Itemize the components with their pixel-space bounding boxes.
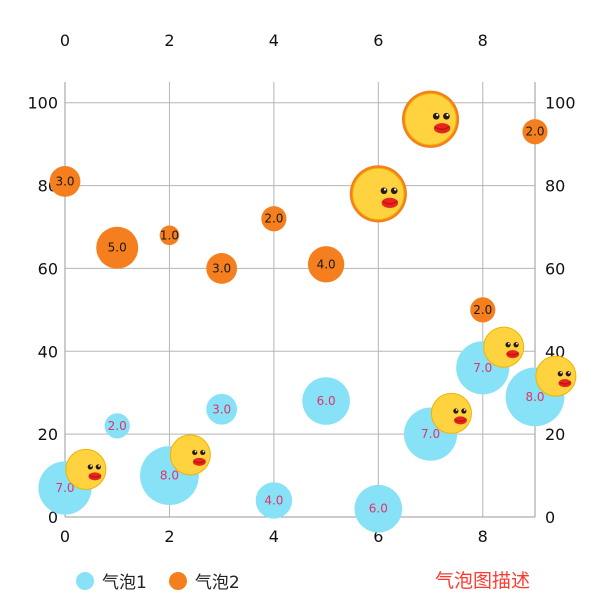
series-1-bubble-6 [354,484,403,533]
series-2-data-label: 2.0 [525,125,544,139]
legend-item-series-2[interactable]: 气泡2 [168,568,240,593]
series-2-bubble-1 [96,226,139,269]
series-1-bubble-3 [206,393,238,425]
series-1-data-label: 2.0 [108,419,127,433]
series-2-data-label: 3.0 [212,261,231,275]
series-2-data-label: 3.0 [55,174,74,188]
y-tick-label-left: 100 [27,94,58,113]
series-2-data-label: 2.0 [264,212,283,226]
x-tick-label-bottom: 2 [164,527,174,546]
x-tick-label-top: 2 [164,31,174,50]
x-tick-label-bottom: 0 [60,527,70,546]
series-2-data-label: 5.0 [108,241,127,255]
series-1-data-label: 8.0 [525,390,544,404]
series-2-bubble-0 [49,166,81,197]
x-tick-label-top: 8 [478,31,488,50]
series-1-data-label: 6.0 [369,502,388,516]
x-tick-label-top: 4 [269,31,279,50]
legend-label-series-2: 气泡2 [194,573,240,593]
series-1-data-label: 8.0 [160,469,179,483]
x-tick-label-top: 0 [60,31,70,50]
legend-item-series-1[interactable]: 气泡1 [76,568,147,593]
x-tick-label-bottom: 8 [478,527,488,546]
duck-face-icon [483,326,525,368]
series-2-data-label: 4.0 [317,257,336,271]
y-tick-label-right: 60 [545,259,565,278]
y-tick-label-left: 60 [38,259,58,278]
duck-face-icon [352,167,405,220]
series-2-bubble-3 [206,253,238,284]
x-tick-label-bottom: 4 [269,527,279,546]
series-2-bubble-9 [522,119,548,145]
series-1-data-label: 7.0 [421,427,440,441]
duck-face-icon [535,355,577,397]
series-2-bubble-8 [470,297,496,323]
y-tick-label-right: 0 [545,508,555,527]
series-2-data-label: 1.0 [160,228,179,242]
legend: 气泡1 气泡2 [76,568,240,593]
series-1-data-label: 4.0 [264,493,283,507]
series-2-bubble-4 [261,206,287,232]
y-tick-label-left: 20 [38,425,58,444]
legend-swatch-series-1 [76,571,94,590]
series-2-data-label: 2.0 [473,303,492,317]
y-tick-label-left: 0 [48,508,58,527]
y-tick-label-right: 100 [545,94,576,113]
series-2-bubble-5 [307,246,345,283]
series-1-bubble-1 [104,413,130,439]
y-tick-label-right: 20 [545,425,565,444]
series-1-data-label: 7.0 [473,361,492,375]
series-1-bubble-5 [302,377,350,425]
duck-face-icon [430,392,472,434]
series-1-data-label: 3.0 [212,402,231,416]
y-tick-label-right: 80 [545,177,565,196]
legend-swatch-series-2 [168,571,187,590]
series-1-bubble-4 [255,482,293,519]
duck-face-icon [65,448,107,490]
x-tick-label-bottom: 6 [373,527,383,546]
series-1-data-label: 6.0 [317,394,336,408]
y-tick-label-left: 40 [38,342,58,361]
series-2-bubble-2 [159,225,180,246]
legend-label-series-1: 气泡1 [102,573,147,593]
duck-face-icon [169,434,211,476]
x-tick-label-top: 6 [373,31,383,50]
chart-description: 气泡图描述 [434,570,530,592]
series-1-data-label: 7.0 [55,481,74,495]
duck-face-icon [404,93,457,146]
